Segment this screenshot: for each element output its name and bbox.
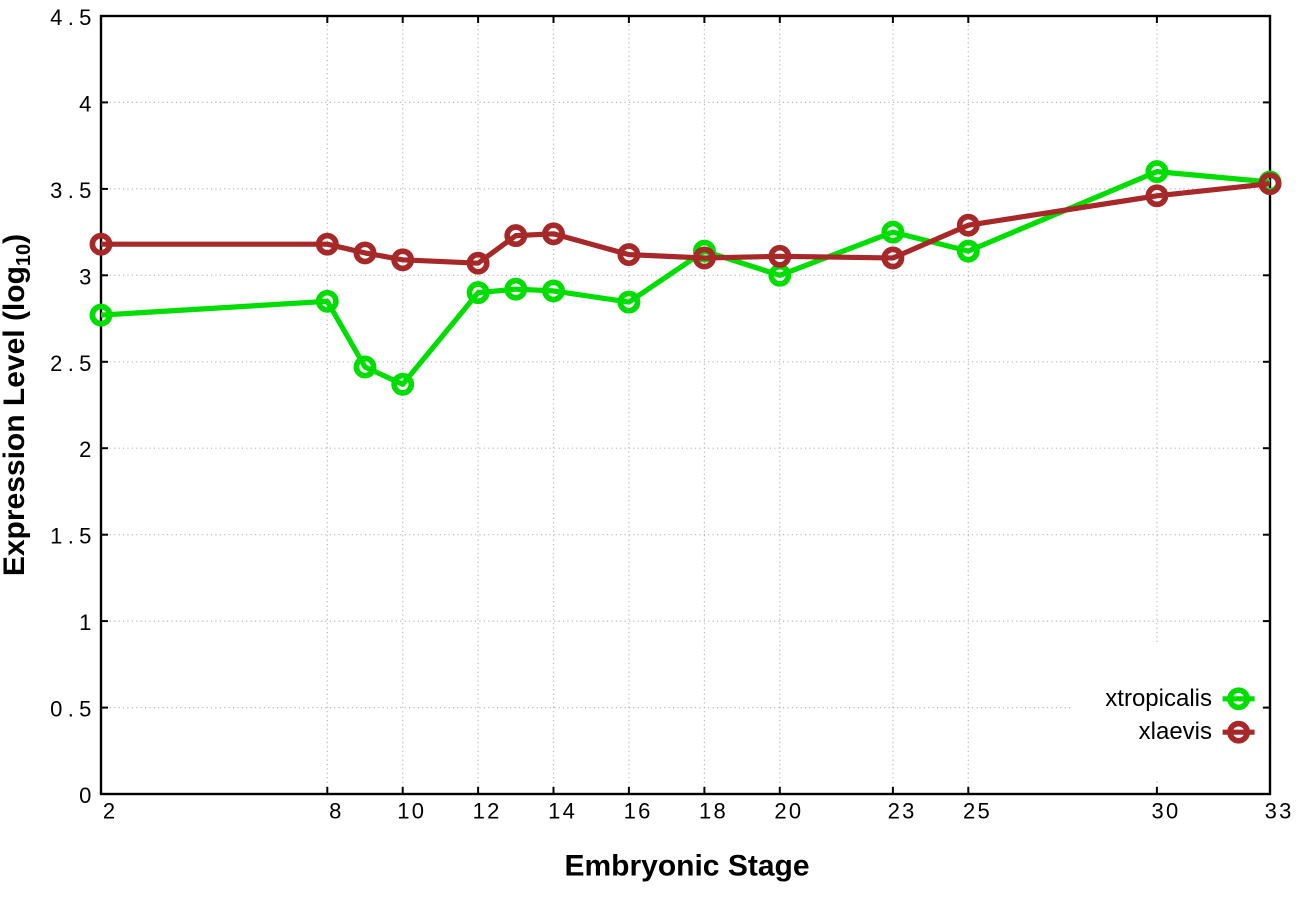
svg-text:1: 1 [79, 610, 91, 635]
svg-text:3: 3 [1151, 799, 1163, 824]
svg-text:0: 0 [50, 697, 62, 722]
svg-text:4: 4 [79, 91, 91, 116]
svg-text:.: . [68, 351, 74, 376]
svg-text:5: 5 [79, 524, 91, 549]
svg-text:1: 1 [699, 799, 711, 824]
svg-text:2: 2 [888, 799, 900, 824]
svg-text:2: 2 [50, 351, 62, 376]
svg-text:5: 5 [79, 5, 91, 30]
svg-text:5: 5 [79, 351, 91, 376]
svg-text:xlaevis: xlaevis [1139, 718, 1212, 745]
svg-text:.: . [68, 697, 74, 722]
svg-text:4: 4 [50, 5, 62, 30]
svg-text:4: 4 [563, 799, 575, 824]
svg-text:3: 3 [50, 178, 62, 203]
svg-text:1: 1 [624, 799, 636, 824]
svg-text:2: 2 [774, 799, 786, 824]
svg-text:xtropicalis: xtropicalis [1105, 685, 1212, 712]
svg-text:.: . [68, 178, 74, 203]
svg-text:8: 8 [713, 799, 725, 824]
svg-text:Expression Level (log10): Expression Level (log10) [0, 234, 35, 576]
svg-text:1: 1 [548, 799, 560, 824]
svg-text:2: 2 [103, 799, 115, 824]
svg-text:8: 8 [329, 799, 341, 824]
svg-text:3: 3 [1279, 799, 1291, 824]
svg-text:0: 0 [789, 799, 801, 824]
svg-text:5: 5 [79, 178, 91, 203]
svg-text:5: 5 [79, 697, 91, 722]
svg-text:0: 0 [1166, 799, 1178, 824]
svg-text:.: . [68, 524, 74, 549]
svg-text:3: 3 [902, 799, 914, 824]
svg-text:0: 0 [412, 799, 424, 824]
svg-text:2: 2 [487, 799, 499, 824]
svg-text:1: 1 [397, 799, 409, 824]
svg-text:6: 6 [638, 799, 650, 824]
svg-text:1: 1 [50, 524, 62, 549]
svg-text:.: . [68, 5, 74, 30]
svg-text:3: 3 [1265, 799, 1277, 824]
svg-text:3: 3 [79, 264, 91, 289]
svg-text:Embryonic Stage: Embryonic Stage [564, 850, 809, 883]
svg-text:2: 2 [963, 799, 975, 824]
svg-text:2: 2 [79, 437, 91, 462]
svg-text:0: 0 [79, 783, 91, 808]
svg-text:1: 1 [473, 799, 485, 824]
svg-text:5: 5 [977, 799, 989, 824]
